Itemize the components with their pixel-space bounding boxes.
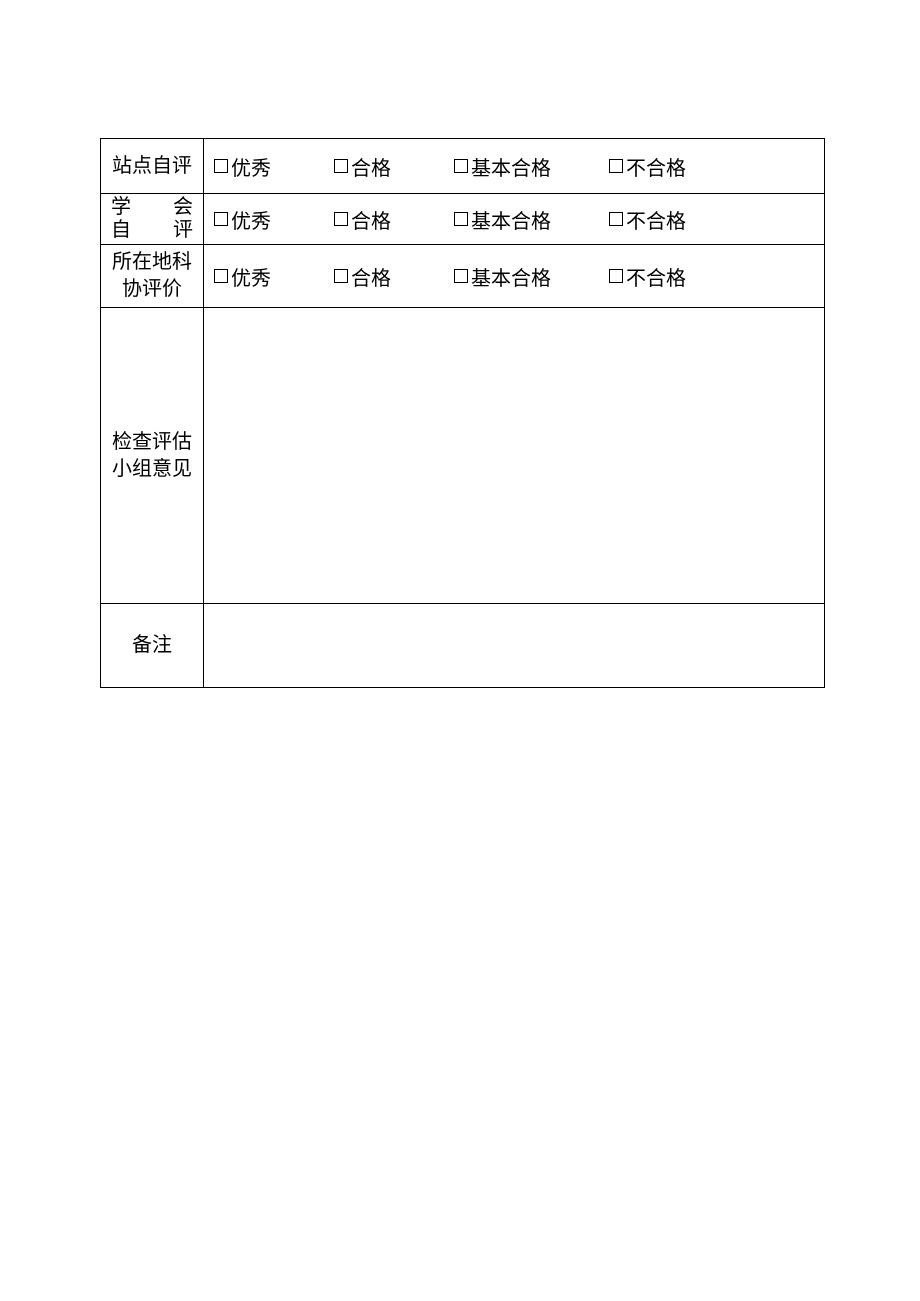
- options-row: 优秀 合格 基本合格 不合格: [214, 262, 814, 291]
- option-label: 合格: [351, 262, 391, 291]
- option-excellent: 优秀: [214, 262, 334, 291]
- option-basically-qualified: 基本合格: [454, 152, 609, 181]
- checkbox-icon[interactable]: [214, 269, 228, 283]
- table-row: 站点自评 优秀 合格 基本合格 不合格: [101, 139, 825, 194]
- checkbox-icon[interactable]: [609, 212, 623, 226]
- option-label: 优秀: [231, 262, 271, 291]
- option-qualified: 合格: [334, 152, 454, 181]
- option-excellent: 优秀: [214, 205, 334, 234]
- row-label-society-self-eval: 学 会 自 评: [101, 194, 204, 245]
- option-label: 优秀: [231, 205, 271, 234]
- options-cell: 优秀 合格 基本合格 不合格: [204, 245, 825, 308]
- row-label-local-assoc-eval: 所在地科协评价: [101, 245, 204, 308]
- option-label: 不合格: [626, 152, 686, 181]
- options-cell: 优秀 合格 基本合格 不合格: [204, 194, 825, 245]
- table-row: 所在地科协评价 优秀 合格 基本合格 不合格: [101, 245, 825, 308]
- row-label-remarks: 备注: [101, 604, 204, 688]
- checkbox-icon[interactable]: [454, 212, 468, 226]
- option-label: 基本合格: [471, 205, 551, 234]
- checkbox-icon[interactable]: [454, 269, 468, 283]
- option-unqualified: 不合格: [609, 262, 729, 291]
- checkbox-icon[interactable]: [334, 159, 348, 173]
- options-row: 优秀 合格 基本合格 不合格: [214, 205, 814, 234]
- table-row: 学 会 自 评 优秀 合格 基本合格 不合格: [101, 194, 825, 245]
- option-label: 合格: [351, 205, 391, 234]
- option-label: 基本合格: [471, 152, 551, 181]
- option-unqualified: 不合格: [609, 152, 729, 181]
- table-row: 备注: [101, 604, 825, 688]
- option-qualified: 合格: [334, 205, 454, 234]
- evaluation-form-table: 站点自评 优秀 合格 基本合格 不合格: [100, 138, 825, 688]
- option-label: 不合格: [626, 262, 686, 291]
- remarks-content: [204, 604, 825, 688]
- option-label: 基本合格: [471, 262, 551, 291]
- checkbox-icon[interactable]: [609, 269, 623, 283]
- options-row: 优秀 合格 基本合格 不合格: [214, 152, 814, 181]
- checkbox-icon[interactable]: [334, 212, 348, 226]
- option-label: 不合格: [626, 205, 686, 234]
- checkbox-icon[interactable]: [609, 159, 623, 173]
- row-label-inspection-opinion: 检查评估小组意见: [101, 308, 204, 604]
- label-line: 学 会: [111, 196, 193, 218]
- checkbox-icon[interactable]: [334, 269, 348, 283]
- checkbox-icon[interactable]: [214, 212, 228, 226]
- option-label: 优秀: [231, 152, 271, 181]
- inspection-opinion-content: [204, 308, 825, 604]
- option-qualified: 合格: [334, 262, 454, 291]
- label-line: 自 评: [111, 219, 193, 241]
- option-label: 合格: [351, 152, 391, 181]
- option-excellent: 优秀: [214, 152, 334, 181]
- table-row: 检查评估小组意见: [101, 308, 825, 604]
- options-cell: 优秀 合格 基本合格 不合格: [204, 139, 825, 194]
- option-basically-qualified: 基本合格: [454, 205, 609, 234]
- row-label-site-self-eval: 站点自评: [101, 139, 204, 194]
- option-unqualified: 不合格: [609, 205, 729, 234]
- checkbox-icon[interactable]: [214, 159, 228, 173]
- option-basically-qualified: 基本合格: [454, 262, 609, 291]
- checkbox-icon[interactable]: [454, 159, 468, 173]
